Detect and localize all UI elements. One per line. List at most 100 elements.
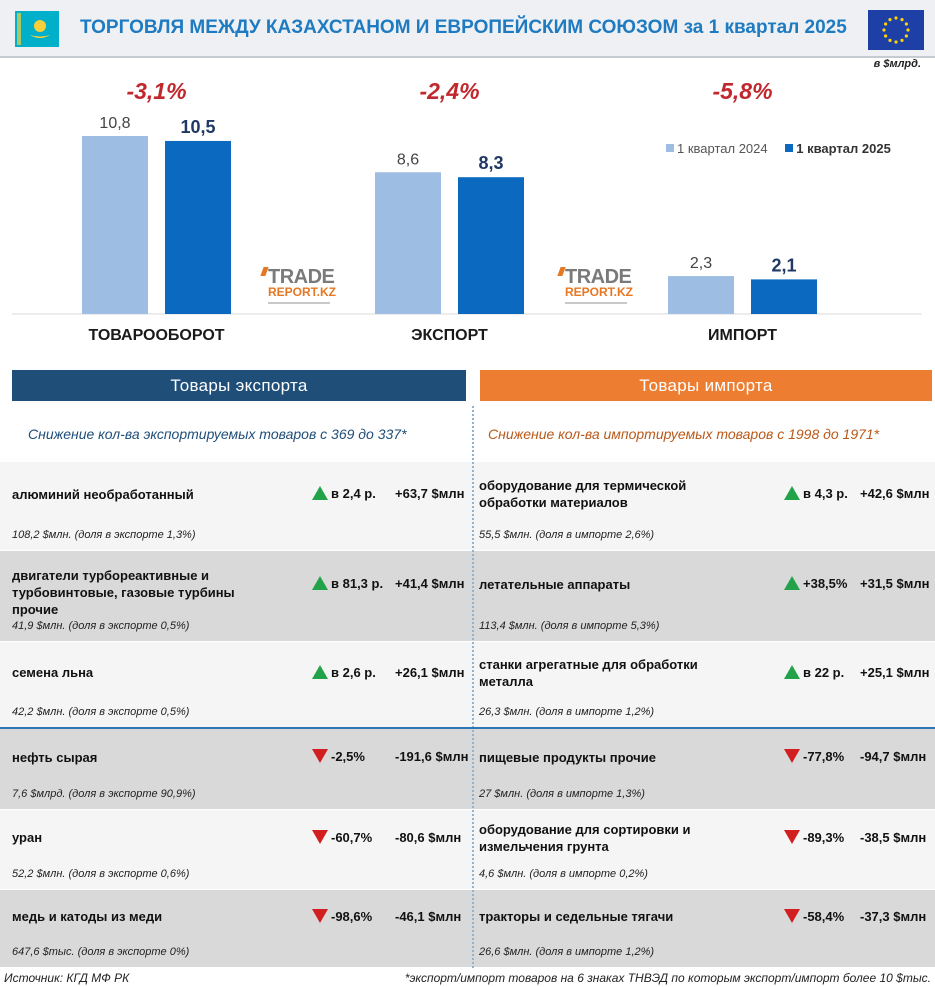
import-item-share: 113,4 $млн. (доля в импорте 5,3%) [479,620,660,632]
triangle-down-icon [784,829,800,844]
export-item-name: нефть сырая [12,749,98,765]
category-label-1: ЭКСПОРТ [411,327,488,344]
import-item-ratio-value: в 22 р. [803,664,845,680]
data-label-2024-2: 2,3 [690,255,712,272]
triangle-up-icon [312,486,328,500]
export-item-ratio-value: -60,7% [331,829,373,845]
import-item-ratio-value: -89,3% [803,829,845,845]
export-item-share: 647,6 $тыс. (доля в экспорте 0%) [12,946,190,958]
bar-2025-0 [165,140,231,314]
kazakhstan-flag-icon [15,11,59,47]
unit-label: в $млрд. [873,58,921,70]
data-label-2025-0: 10,5 [180,117,215,137]
bar-2025-2 [751,279,817,314]
export-item-share: 42,2 $млн. (доля в экспорте 0,5%) [12,706,190,718]
import-item-delta: -94,7 $млн [860,749,927,764]
import-item-name: тракторы и седельные тягачи [479,909,674,924]
triangle-down-icon [312,749,328,763]
export-item-delta: +63,7 $млн [395,486,465,501]
import-item-ratio: -58,4% [784,908,845,924]
export-item-ratio: в 2,4 р. [312,486,376,501]
triangle-down-icon [312,829,328,844]
bar-2024-0 [82,136,148,314]
legend-item-2025: 1 квартал 2025 [785,141,891,156]
change-label-2: -5,8% [712,78,772,104]
triangle-up-icon [784,486,800,500]
import-item-share: 55,5 $млн. (доля в импорте 2,6%) [479,529,655,541]
import-item-delta: +42,6 $млн [860,486,930,501]
export-item-name: медь и катоды из меди [12,909,163,924]
data-label-2025-1: 8,3 [478,153,503,173]
import-item-ratio: -77,8% [784,749,844,764]
table-row [0,551,935,641]
table-row [0,462,935,550]
export-item-name: семена льна [12,665,94,680]
import-item-ratio: -89,3% [784,829,845,845]
page-title: ТОРГОВЛЯ МЕЖДУ КАЗАХСТАНОМ И ЕВРОПЕЙСКИМ… [80,17,847,38]
export-item-name: алюминий необработанный [12,486,194,502]
data-label-2025-2: 2,1 [771,255,796,275]
export-item-ratio-value: в 81,3 р. [331,576,384,591]
table-row [0,810,935,889]
import-item-ratio-value: -58,4% [803,908,845,924]
import-item-delta: -37,3 $млн [860,908,927,924]
table-row [0,890,935,967]
import-item-share: 26,3 $млн. (доля в импорте 1,2%) [479,706,655,718]
import-item-ratio: в 4,3 р. [784,486,848,501]
import-item-name: летательные аппараты [479,576,631,592]
legend-item-2024: 1 квартал 2024 [666,141,768,156]
import-item-ratio-value: +38,5% [803,576,848,591]
export-item-name: двигатели турбореактивные и турбовинтовы… [12,568,235,617]
export-item-delta: -46,1 $млн [395,908,462,924]
import-item-ratio-value: -77,8% [803,749,845,764]
import-item-ratio: в 22 р. [784,664,845,680]
export-item-share: 108,2 $млн. (доля в экспорте 1,3%) [12,529,196,541]
export-item-share: 41,9 $млн. (доля в экспорте 0,5%) [12,620,190,632]
import-item-name: оборудование для сортировки и измельчени… [479,821,691,854]
import-section-header: Товары импорта [480,370,932,401]
table-row [0,729,935,809]
import-item-name: станки агрегатные для обработки металла [479,656,698,689]
bar-2025-1 [458,177,524,314]
tradereport-logo: TRADE REPORT.KZ [260,266,342,310]
import-item-name: пищевые продукты прочие [479,749,656,765]
category-label-2: ИМПОРТ [708,327,777,344]
triangle-up-icon [784,576,800,590]
import-item-share: 26,6 $млн. (доля в импорте 1,2%) [479,946,655,958]
triangle-up-icon [312,576,328,590]
triangle-down-icon [784,908,800,923]
chart-legend: 1 квартал 2024 1 квартал 2025 [666,141,891,156]
triangle-down-icon [784,749,800,763]
export-item-share: 52,2 $млн. (доля в экспорте 0,6%) [12,868,190,880]
import-item-delta: +25,1 $млн [860,664,930,680]
export-item-ratio: в 2,6 р. [312,664,376,680]
source-note: Источник: КГД МФ РК [4,971,130,985]
export-subtitle: Снижение кол-ва экспортируемых товаров с… [28,426,407,442]
bar-2024-1 [375,172,441,314]
export-item-delta: +26,1 $млн [395,664,465,680]
change-label-0: -3,1% [126,78,186,104]
export-item-delta: -80,6 $млн [395,829,462,845]
data-label-2024-1: 8,6 [397,151,419,168]
import-subtitle: Снижение кол-ва импортируемых товаров с … [488,426,880,442]
export-item-delta: -191,6 $млн [395,749,469,764]
import-item-ratio: +38,5% [784,576,847,591]
eu-flag-icon [868,10,924,50]
export-item-share: 7,6 $млрд. (доля в экспорте 90,9%) [12,788,196,800]
table-row [0,642,935,727]
increase-decrease-separator [0,727,935,729]
header-bar: ТОРГОВЛЯ МЕЖДУ КАЗАХСТАНОМ И ЕВРОПЕЙСКИМ… [0,0,935,58]
export-item-ratio-value: в 2,4 р. [331,486,376,501]
data-label-2024-0: 10,8 [99,115,130,132]
export-item-ratio: -2,5% [312,749,365,764]
import-item-share: 4,6 $млн. (доля в импорте 0,2%) [479,868,648,880]
export-section-header: Товары экспорта [12,370,466,401]
import-item-delta: +31,5 $млн [860,576,930,591]
export-item-ratio: -60,7% [312,829,373,845]
column-divider [472,406,474,968]
triangle-down-icon [312,908,328,923]
import-item-ratio-value: в 4,3 р. [803,486,848,501]
export-item-ratio-value: в 2,6 р. [331,664,376,680]
triangle-up-icon [312,664,328,679]
export-item-ratio: в 81,3 р. [312,576,383,591]
